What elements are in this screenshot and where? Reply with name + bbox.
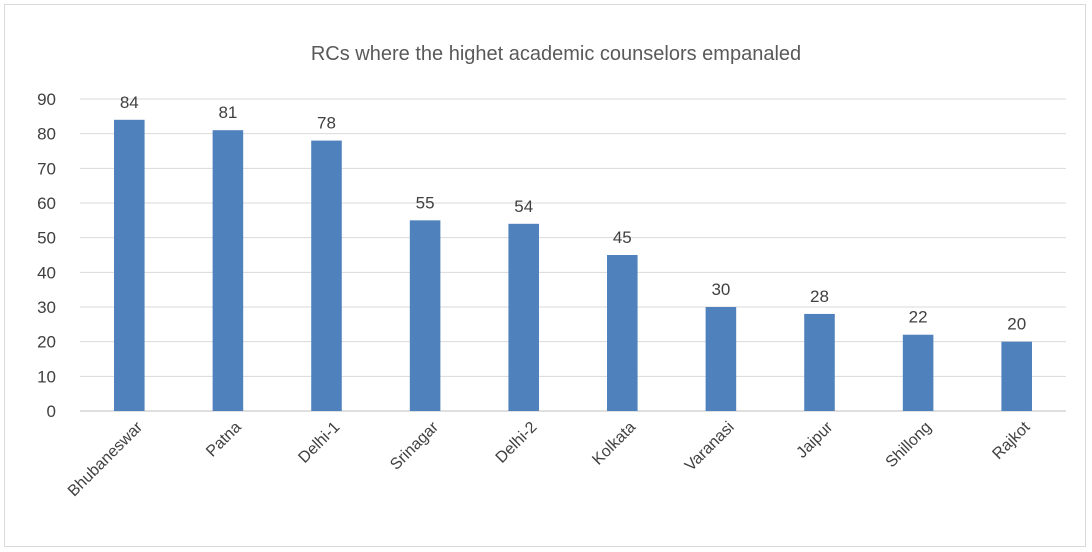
bar: [212, 130, 244, 411]
x-tick-label: Kolkata: [589, 419, 639, 469]
x-tick-label: Shillong: [883, 419, 935, 471]
y-tick-label: 60: [37, 194, 56, 213]
chart-title: RCs where the highet academic counselors…: [311, 43, 801, 65]
y-tick-label: 90: [37, 90, 56, 109]
data-label: 20: [1007, 315, 1026, 334]
y-tick-label: 0: [47, 402, 56, 421]
x-tick-label: Jaipur: [793, 418, 836, 461]
data-labels: 84 81 78 55 54 45 30 28 22 20: [120, 93, 1026, 334]
data-label: 78: [317, 114, 336, 133]
x-tick-label: Delhi-1: [295, 419, 343, 467]
x-tick-label: Delhi-2: [493, 419, 541, 467]
data-label: 30: [711, 280, 730, 299]
bar: [804, 313, 835, 411]
gridlines: [80, 98, 1066, 412]
bar: [705, 307, 737, 411]
data-label: 81: [218, 103, 237, 122]
chart-frame: [4, 4, 1086, 547]
x-axis-ticks: Bhubaneswar Patna Delhi-1 Srinagar Delhi-2 Ko…: [65, 418, 1034, 500]
bar: [114, 119, 145, 412]
y-tick-label: 10: [37, 367, 56, 386]
x-tick-label: Varanasi: [682, 419, 738, 475]
data-label: 54: [514, 197, 533, 216]
data-label: 22: [909, 308, 928, 327]
bar: [311, 140, 342, 411]
bar: [902, 334, 934, 411]
x-tick-label: Rajkot: [989, 418, 1033, 462]
x-tick-label: Patna: [203, 419, 245, 461]
bar: [508, 223, 539, 411]
data-label: 84: [120, 93, 139, 112]
data-label: 45: [613, 228, 632, 247]
bar: [1001, 341, 1032, 411]
x-tick-label: Bhubaneswar: [65, 418, 147, 500]
y-axis-ticks: 0 10 20 30 40 50 60 70 80 90: [37, 90, 56, 421]
bars: [114, 119, 1032, 412]
y-tick-label: 50: [37, 229, 56, 248]
y-tick-label: 30: [37, 298, 56, 317]
bar: [607, 255, 638, 411]
y-tick-label: 70: [37, 159, 56, 178]
bar: [409, 220, 441, 411]
data-label: 55: [416, 193, 435, 212]
y-tick-label: 20: [37, 333, 56, 352]
data-label: 28: [810, 287, 829, 306]
x-tick-label: Srinagar: [387, 418, 442, 473]
y-tick-label: 40: [37, 263, 56, 282]
y-tick-label: 80: [37, 125, 56, 144]
